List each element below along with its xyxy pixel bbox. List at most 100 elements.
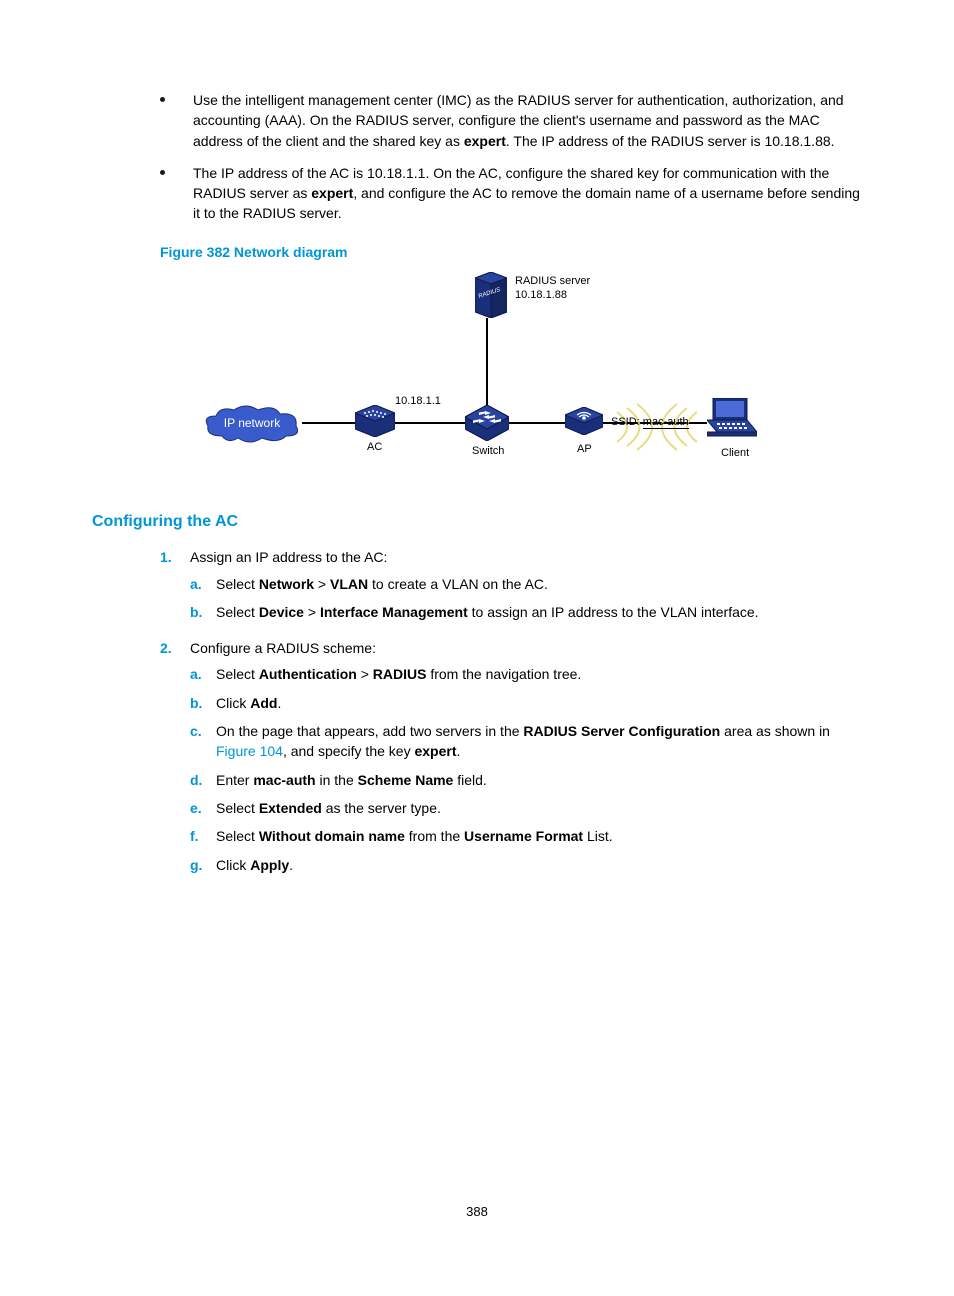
substep-item: b.Click Add. — [190, 693, 862, 713]
text: area as shown in — [720, 723, 830, 739]
substep-text: Click Apply. — [216, 855, 862, 875]
text: mac-auth — [643, 416, 689, 429]
substep-item: a.Select Authentication > RADIUS from th… — [190, 664, 862, 684]
bullet-icon — [160, 170, 165, 175]
ap-label: AP — [577, 442, 592, 458]
ac-ip-label: 10.18.1.1 — [395, 394, 441, 410]
step-item: 2.Configure a RADIUS scheme:a.Select Aut… — [160, 638, 862, 883]
bold: mac-auth — [253, 772, 315, 788]
bold: Network — [259, 576, 314, 592]
substep-marker: b. — [190, 602, 216, 622]
substep-marker: a. — [190, 574, 216, 594]
bold: RADIUS — [373, 666, 427, 682]
cloud-label: IP network — [202, 404, 302, 444]
switch-node — [465, 405, 509, 441]
bold: Extended — [259, 800, 322, 816]
ssid-label: SSID: mac-auth — [611, 415, 689, 431]
substep-marker: a. — [190, 664, 216, 684]
ap-node — [565, 407, 603, 435]
text: from the navigation tree. — [426, 666, 581, 682]
step-text: Assign an IP address to the AC: — [190, 547, 862, 567]
step-marker: 2. — [160, 638, 190, 883]
text: Click — [216, 857, 250, 873]
bold: Apply — [250, 857, 289, 873]
substep-text: On the page that appears, add two server… — [216, 721, 862, 762]
radius-server-node: RADIUS — [475, 272, 507, 318]
text: from the — [405, 828, 464, 844]
bold: Device — [259, 604, 304, 620]
network-diagram: IP network 10.18.1.1 AC — [197, 272, 757, 482]
step-body: Configure a RADIUS scheme:a.Select Authe… — [190, 638, 862, 883]
substep-text: Click Add. — [216, 693, 862, 713]
text: as the server type. — [322, 800, 441, 816]
text: . — [289, 857, 293, 873]
text: to create a VLAN on the AC. — [368, 576, 548, 592]
bold: expert — [311, 185, 353, 201]
text: Click — [216, 695, 250, 711]
text: Select — [216, 576, 259, 592]
text: Select — [216, 604, 259, 620]
substep-list: a.Select Authentication > RADIUS from th… — [190, 664, 862, 874]
text: SSID: — [611, 416, 640, 428]
substep-marker: c. — [190, 721, 216, 762]
bullet-icon — [160, 97, 165, 102]
text: to assign an IP address to the VLAN inte… — [468, 604, 759, 620]
page-number: 388 — [92, 1203, 862, 1222]
text: Select — [216, 666, 259, 682]
substep-list: a.Select Network > VLAN to create a VLAN… — [190, 574, 862, 623]
text: . The IP address of the RADIUS server is… — [506, 133, 835, 149]
substep-marker: e. — [190, 798, 216, 818]
text: > — [357, 666, 373, 682]
substep-item: d.Enter mac-auth in the Scheme Name fiel… — [190, 770, 862, 790]
substep-text: Select Without domain name from the User… — [216, 826, 862, 846]
substep-marker: b. — [190, 693, 216, 713]
switch-label: Switch — [472, 444, 504, 460]
bullet-item: Use the intelligent management center (I… — [92, 90, 862, 151]
bold: RADIUS Server Configuration — [523, 723, 720, 739]
text: List. — [583, 828, 613, 844]
text: Select — [216, 800, 259, 816]
substep-marker: f. — [190, 826, 216, 846]
bullet-text: The IP address of the AC is 10.18.1.1. O… — [193, 163, 862, 224]
bold: expert — [414, 743, 456, 759]
steps-list: 1.Assign an IP address to the AC:a.Selec… — [92, 547, 862, 883]
substep-item: e.Select Extended as the server type. — [190, 798, 862, 818]
ac-label: AC — [367, 440, 382, 456]
text: , and specify the key — [283, 743, 415, 759]
text: > — [314, 576, 330, 592]
bold: Username Format — [464, 828, 583, 844]
step-body: Assign an IP address to the AC: a.Select … — [190, 547, 862, 630]
server-label-2: 10.18.1.88 — [515, 288, 567, 304]
substep-item: a.Select Network > VLAN to create a VLAN… — [190, 574, 862, 594]
text: field. — [453, 772, 486, 788]
bold: expert — [464, 133, 506, 149]
ip-network-cloud: IP network — [202, 404, 302, 444]
step-item: 1.Assign an IP address to the AC:a.Selec… — [160, 547, 862, 630]
bullet-text: Use the intelligent management center (I… — [193, 90, 862, 151]
bold: Interface Management — [320, 604, 468, 620]
substep-text: Select Network > VLAN to create a VLAN o… — [216, 574, 862, 594]
bold: Authentication — [259, 666, 357, 682]
substep-marker: d. — [190, 770, 216, 790]
figure-link[interactable]: Figure 104 — [216, 743, 283, 759]
substep-item: g.Click Apply. — [190, 855, 862, 875]
ac-node — [355, 405, 395, 437]
intro-bullets: Use the intelligent management center (I… — [92, 90, 862, 224]
substep-item: c.On the page that appears, add two serv… — [190, 721, 862, 762]
substep-marker: g. — [190, 855, 216, 875]
step-text: Configure a RADIUS scheme: — [190, 638, 862, 658]
figure-caption: Figure 382 Network diagram — [160, 242, 862, 262]
substep-item: b.Select Device > Interface Management t… — [190, 602, 862, 622]
text: . — [457, 743, 461, 759]
substep-text: Select Extended as the server type. — [216, 798, 862, 818]
text: On the page that appears, add two server… — [216, 723, 523, 739]
text: > — [304, 604, 320, 620]
text: in the — [316, 772, 358, 788]
text: Enter — [216, 772, 253, 788]
substep-text: Select Device > Interface Management to … — [216, 602, 862, 622]
bold: Scheme Name — [358, 772, 454, 788]
text: Select — [216, 828, 259, 844]
bold: Without domain name — [259, 828, 405, 844]
section-heading: Configuring the AC — [92, 510, 862, 533]
bold: VLAN — [330, 576, 368, 592]
